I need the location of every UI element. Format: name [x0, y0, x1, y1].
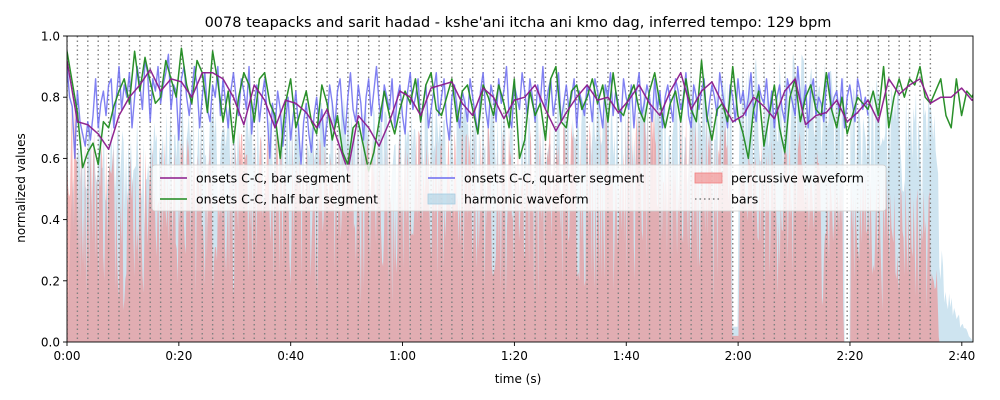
- legend-item-percussive: percussive waveform: [694, 171, 864, 186]
- y-tick-label: 0.6: [41, 152, 60, 166]
- legend-swatch: [427, 193, 456, 205]
- legend-item-bars: bars: [695, 192, 758, 207]
- x-tick-label: 0:40: [277, 349, 304, 363]
- legend-item-bar: onsets C-C, bar segment: [160, 171, 351, 186]
- legend-label: onsets C-C, bar segment: [196, 171, 351, 186]
- legend-label: percussive waveform: [731, 171, 864, 186]
- y-tick-label: 1.0: [41, 30, 60, 44]
- x-tick-label: 1:20: [501, 349, 528, 363]
- y-tick-label: 0.8: [41, 91, 60, 105]
- legend: onsets C-C, bar segment onsets C-C, half …: [151, 164, 887, 212]
- y-axis-label: normalized values: [14, 133, 28, 243]
- series-line-bar-segment: [67, 60, 973, 172]
- legend-label: bars: [731, 192, 758, 207]
- chart-title: 0078 teapacks and sarit hadad - kshe'ani…: [205, 15, 832, 31]
- y-tick-label: 0.4: [41, 213, 60, 227]
- legend-item-quarter: onsets C-C, quarter segment: [428, 171, 644, 186]
- legend-label: onsets C-C, quarter segment: [464, 171, 644, 186]
- x-tick-label: 2:40: [948, 349, 975, 363]
- x-axis-label: time (s): [495, 372, 542, 386]
- legend-item-harmonic: harmonic waveform: [427, 192, 589, 207]
- x-tick-label: 0:00: [54, 349, 81, 363]
- axes-frame: [66, 35, 974, 343]
- x-tick-label: 1:00: [389, 349, 416, 363]
- x-tick-label: 1:40: [613, 349, 640, 363]
- legend-item-half: onsets C-C, half bar segment: [160, 192, 378, 207]
- percussive-waveform-area: [67, 98, 940, 342]
- legend-swatch: [694, 172, 723, 184]
- legend-label: onsets C-C, half bar segment: [196, 192, 378, 207]
- series-line-quarter-segment: [67, 53, 869, 166]
- x-tick-label: 2:00: [725, 349, 752, 363]
- x-tick-label: 0:20: [165, 349, 192, 363]
- y-tick-label: 0.0: [41, 336, 60, 350]
- x-tick-label: 2:20: [836, 349, 863, 363]
- legend-label: harmonic waveform: [464, 192, 589, 207]
- y-tick-label: 0.2: [41, 274, 60, 288]
